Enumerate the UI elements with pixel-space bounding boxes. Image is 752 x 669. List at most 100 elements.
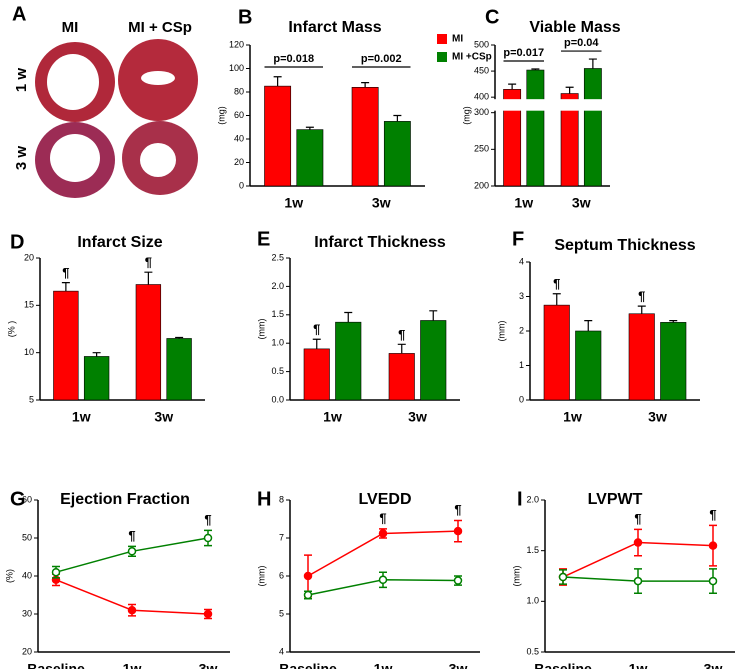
error-bar bbox=[669, 320, 678, 323]
bar bbox=[296, 129, 324, 187]
error-bar bbox=[92, 352, 101, 357]
significance-mark: ¶ bbox=[454, 502, 461, 517]
y-tick-label: 5 bbox=[29, 394, 34, 404]
chart-title: LVPWT bbox=[588, 491, 643, 508]
y-tick-label: 0 bbox=[239, 180, 244, 190]
marker bbox=[378, 575, 388, 585]
significance-mark: ¶ bbox=[634, 511, 641, 526]
panel-letter: G bbox=[10, 488, 26, 510]
x-tick-label: Baseline bbox=[534, 661, 592, 669]
x-tick-label: Baseline bbox=[27, 661, 85, 669]
significance-mark: ¶ bbox=[313, 322, 320, 337]
x-tick-label: 3w bbox=[199, 661, 218, 669]
y-tick-label: 40 bbox=[22, 570, 32, 580]
p-value: p=0.04 bbox=[564, 37, 599, 49]
error-bar bbox=[429, 310, 438, 321]
y-tick-label: 6 bbox=[279, 570, 284, 580]
y-tick-label: 1 bbox=[519, 360, 524, 370]
heart-lumen bbox=[50, 134, 100, 182]
y-axis-label: (mm) bbox=[496, 321, 506, 342]
legend-swatch bbox=[437, 52, 447, 62]
y-axis-label: (mm) bbox=[256, 566, 266, 587]
marker bbox=[303, 590, 313, 600]
panel-letter: E bbox=[257, 228, 270, 250]
x-tick-label: 1w bbox=[514, 195, 533, 211]
column-label: MI + CSp bbox=[128, 19, 192, 36]
error-bar bbox=[531, 68, 540, 71]
x-tick-label: 3w bbox=[372, 195, 391, 211]
y-tick-label: 2.5 bbox=[271, 252, 284, 262]
bar bbox=[526, 69, 545, 187]
y-tick-label: 2 bbox=[519, 325, 524, 335]
x-tick-label: 1w bbox=[284, 195, 303, 211]
heart-lumen bbox=[140, 143, 176, 177]
panel-letter: H bbox=[257, 488, 271, 510]
x-tick-label: 3w bbox=[572, 195, 591, 211]
x-tick-label: 3w bbox=[704, 661, 723, 669]
bar bbox=[53, 290, 79, 401]
y-tick-label: 0.5 bbox=[526, 646, 539, 656]
y-tick-label: 450 bbox=[474, 65, 489, 75]
chart-title: Infarct Mass bbox=[288, 19, 381, 36]
marker bbox=[127, 605, 137, 615]
y-tick-label: 5 bbox=[279, 608, 284, 618]
panel-letter: B bbox=[238, 6, 252, 28]
panel-letter: I bbox=[517, 488, 523, 510]
marker bbox=[203, 609, 213, 619]
significance-mark: ¶ bbox=[398, 327, 405, 342]
y-tick-label: 200 bbox=[474, 180, 489, 190]
p-value: p=0.017 bbox=[503, 47, 544, 59]
significance-mark: ¶ bbox=[128, 528, 135, 543]
marker bbox=[127, 547, 137, 556]
x-tick-label: 1w bbox=[72, 409, 91, 425]
marker bbox=[633, 538, 643, 547]
x-tick-label: 1w bbox=[629, 661, 648, 669]
marker bbox=[203, 533, 213, 543]
row-label: 1 w bbox=[13, 68, 30, 93]
column-label: MI bbox=[62, 19, 79, 36]
marker bbox=[51, 567, 61, 577]
y-tick-label: 100 bbox=[229, 63, 244, 73]
y-tick-label: 0.5 bbox=[271, 366, 284, 376]
bar bbox=[351, 87, 379, 187]
panel-letter: A bbox=[12, 3, 26, 25]
chart-title: Infarct Size bbox=[77, 234, 162, 251]
y-tick-label: 1.5 bbox=[271, 309, 284, 319]
bar bbox=[335, 321, 362, 401]
y-tick-label: 1.5 bbox=[526, 545, 539, 555]
y-tick-label: 10 bbox=[24, 347, 34, 357]
marker bbox=[633, 576, 643, 586]
bar bbox=[83, 356, 110, 401]
chart-title: Septum Thickness bbox=[554, 237, 695, 254]
legend-label: MI +CSp bbox=[452, 52, 492, 63]
x-tick-label: 1w bbox=[323, 409, 342, 425]
marker bbox=[708, 541, 718, 550]
panel-letter: F bbox=[512, 228, 524, 250]
error-bar bbox=[305, 126, 314, 130]
p-value: p=0.002 bbox=[361, 53, 402, 65]
y-tick-label: 3 bbox=[519, 291, 524, 301]
bar bbox=[575, 330, 602, 401]
y-tick-label: 500 bbox=[474, 39, 489, 49]
marker bbox=[378, 529, 388, 538]
bar bbox=[383, 121, 411, 187]
axis-break bbox=[489, 99, 610, 111]
bar bbox=[135, 284, 162, 401]
y-tick-label: 80 bbox=[234, 86, 244, 96]
p-value: p=0.018 bbox=[273, 53, 314, 65]
row-label: 3 w bbox=[13, 146, 30, 171]
error-bar bbox=[637, 305, 646, 314]
y-tick-label: 50 bbox=[22, 532, 32, 542]
x-tick-label: 3w bbox=[154, 409, 173, 425]
marker bbox=[303, 571, 313, 581]
chart-title: Ejection Fraction bbox=[60, 491, 190, 508]
marker bbox=[558, 572, 568, 582]
bar bbox=[543, 304, 570, 401]
significance-mark: ¶ bbox=[553, 276, 560, 291]
error-bar bbox=[552, 293, 561, 306]
y-tick-label: 30 bbox=[22, 608, 32, 618]
y-axis-label: (%) bbox=[4, 569, 14, 583]
error-bar bbox=[588, 58, 597, 69]
x-tick-label: 3w bbox=[408, 409, 427, 425]
y-tick-label: 120 bbox=[229, 39, 244, 49]
